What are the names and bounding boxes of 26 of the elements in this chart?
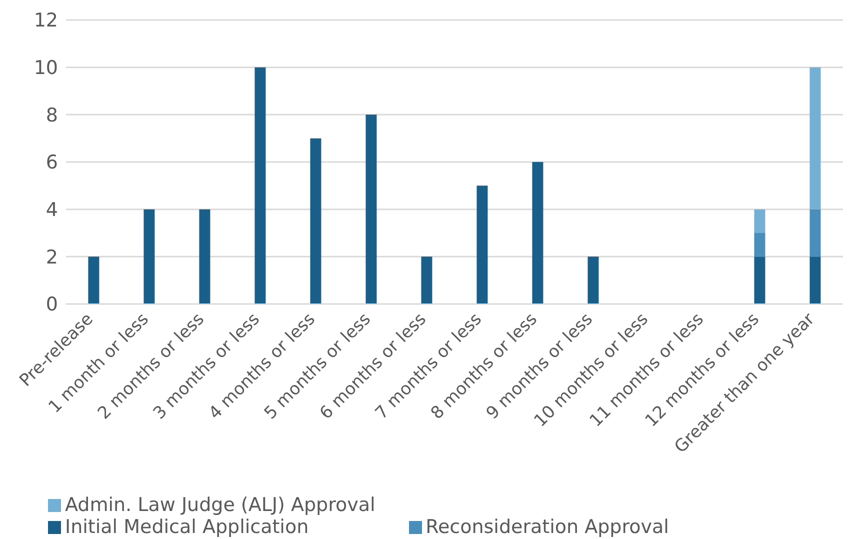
bar	[310, 138, 322, 304]
bar	[588, 256, 599, 304]
bar	[366, 114, 377, 304]
y-tick-label: 4	[46, 199, 58, 222]
bar	[88, 256, 100, 304]
bar	[144, 209, 155, 304]
bar	[810, 67, 821, 210]
y-tick-label: 6	[46, 152, 58, 174]
y-tick-label: 12	[34, 10, 58, 32]
bar	[754, 209, 766, 233]
bar	[421, 256, 432, 304]
bar	[199, 209, 210, 304]
y-tick-label: 8	[46, 104, 58, 126]
bar	[754, 256, 766, 304]
bar	[810, 209, 821, 257]
bar	[254, 67, 266, 304]
bar	[810, 256, 821, 304]
y-tick-label: 10	[34, 57, 58, 80]
bar	[476, 186, 488, 304]
legend-label: Initial Medical Application	[65, 516, 309, 538]
bar	[532, 162, 544, 304]
bar	[754, 233, 766, 257]
y-tick-label: 2	[46, 246, 58, 268]
legend-label: Reconsideration Approval	[426, 516, 669, 538]
legend-label: Admin. Law Judge (ALJ) Approval	[65, 494, 376, 516]
y-tick-label: 0	[46, 294, 58, 316]
